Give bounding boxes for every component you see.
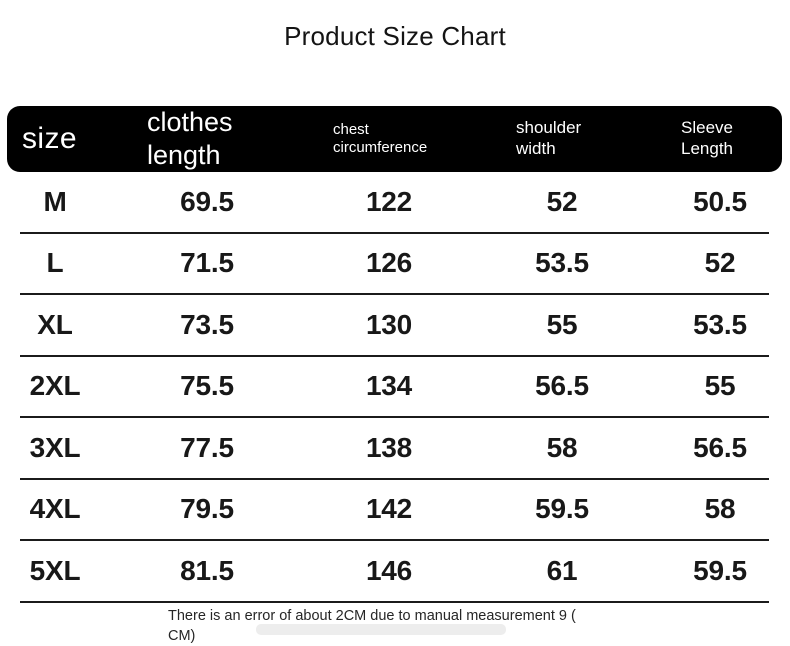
watermark-artifact: [256, 624, 506, 635]
row-divider: [20, 539, 769, 541]
clothes-length-cell: 81.5: [180, 554, 234, 586]
column-header-clothes-length: clothes length: [110, 106, 304, 172]
shoulder-width-cell: 61: [546, 554, 578, 586]
sleeve-length-cell: 56.5: [693, 431, 747, 463]
page-title: Product Size Chart: [284, 21, 506, 51]
chest-circumference-cell: 142: [365, 493, 413, 525]
size-cell: L: [46, 247, 64, 279]
size-cell: 3XL: [29, 431, 81, 463]
size-cell: 4XL: [29, 493, 81, 525]
row-divider: [20, 231, 769, 234]
table-row: 2XL 75.5 134 56.5 55: [0, 357, 790, 417]
row-divider: [20, 477, 769, 480]
sleeve-length-cell: 53.5: [693, 308, 747, 340]
chest-circumference-cell: 134: [365, 370, 413, 402]
clothes-length-cell: 69.5: [180, 185, 234, 217]
row-divider: [20, 416, 769, 418]
measurement-footnote: There is an error of about 2CM due to ma…: [168, 607, 628, 646]
shoulder-width-cell: 52: [546, 185, 578, 217]
chest-circumference-cell: 126: [365, 247, 413, 279]
size-cell: 2XL: [29, 370, 81, 402]
row-divider: [20, 354, 769, 357]
table-row: L 71.5 126 53.5 52: [0, 234, 790, 294]
column-header-sleeve-length-label: Sleeve Length: [681, 118, 733, 158]
column-header-clothes-length-label: clothes length: [147, 107, 233, 170]
measurement-footnote-line1: There is an error of about 2CM due to ma…: [168, 608, 576, 624]
table-header: size clothes length chest circumference …: [7, 106, 782, 172]
column-header-size-label: size: [22, 121, 77, 155]
clothes-length-cell: 77.5: [180, 431, 234, 463]
shoulder-width-cell: 55: [546, 308, 578, 340]
clothes-length-cell: 71.5: [180, 247, 234, 279]
chest-circumference-cell: 130: [365, 308, 413, 340]
clothes-length-cell: 79.5: [180, 493, 234, 525]
chest-circumference-cell: 138: [365, 431, 413, 463]
chest-circumference-cell: 122: [365, 185, 413, 217]
column-header-size: size: [7, 106, 110, 172]
column-header-shoulder-width-label: shoulder width: [516, 118, 582, 158]
column-header-chest-circumference: chest circumference: [304, 106, 474, 172]
table-row: 5XL 81.5 146 61 59.5: [0, 541, 790, 601]
shoulder-width-cell: 59.5: [535, 493, 589, 525]
sleeve-length-cell: 58: [704, 493, 736, 525]
shoulder-width-cell: 58: [546, 431, 578, 463]
size-cell: XL: [37, 308, 73, 340]
table-row: 3XL 77.5 138 58 56.5: [0, 418, 790, 478]
shoulder-width-cell: 56.5: [535, 370, 589, 402]
column-header-sleeve-length: Sleeve Length: [650, 106, 782, 172]
sleeve-length-cell: 52: [704, 247, 736, 279]
sleeve-length-cell: 55: [704, 370, 736, 402]
shoulder-width-cell: 53.5: [535, 247, 589, 279]
table-bottom-divider: [20, 600, 769, 603]
sleeve-length-cell: 50.5: [693, 185, 747, 217]
sleeve-length-cell: 59.5: [693, 554, 747, 586]
size-cell: 5XL: [29, 554, 81, 586]
clothes-length-cell: 73.5: [180, 308, 234, 340]
measurement-footnote-line2: CM): [168, 627, 196, 644]
row-divider: [20, 293, 769, 295]
size-cell: M: [43, 185, 67, 217]
table-row: 4XL 79.5 142 59.5 58: [0, 480, 790, 540]
table-row: XL 73.5 130 55 53.5: [0, 295, 790, 355]
column-header-chest-circumference-label: chest circumference: [333, 120, 428, 156]
table-body: M 69.5 122 52 50.5 L 71.5 126 53.5 52 XL…: [0, 172, 790, 603]
chest-circumference-cell: 146: [365, 554, 413, 586]
table-row: M 69.5 122 52 50.5: [0, 172, 790, 232]
clothes-length-cell: 75.5: [180, 370, 234, 402]
column-header-shoulder-width: shoulder width: [474, 106, 650, 172]
